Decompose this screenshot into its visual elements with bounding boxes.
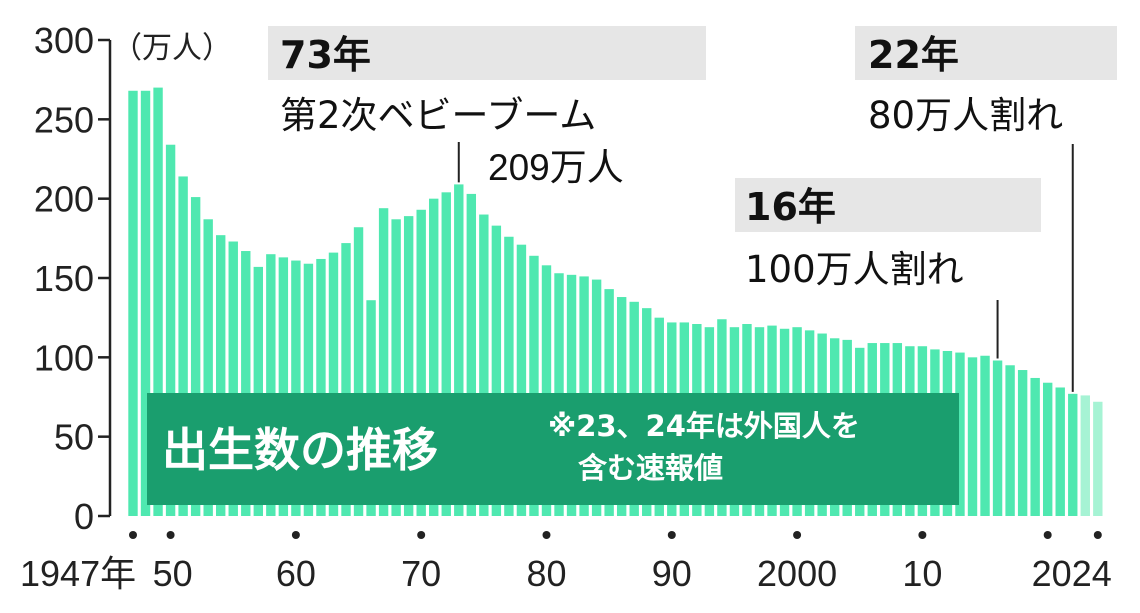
bar-1976 [491,225,502,516]
x-tick-label-1970: 70 [401,553,441,594]
y-tick-label-200: 200 [34,179,94,220]
bar-1949 [153,87,163,516]
bar-2015 [980,355,990,516]
x-tick-dot-2010 [918,531,927,539]
bar-1963 [328,252,339,517]
bar-1969 [403,216,414,516]
bar-1947 [128,90,138,517]
x-tick-label-1980: 80 [526,553,566,594]
x-tick-label-2020: 20 [1032,553,1072,594]
annotation-box-22 [855,26,1117,80]
x-tick-dot-1990 [667,531,676,539]
bar-1953 [203,219,213,517]
x-tick-dot-2024 [1093,531,1102,539]
y-tick-label-50: 50 [54,417,94,458]
y-tick-label-250: 250 [34,99,94,140]
x-tick-dot-2020 [1043,531,1052,539]
annotation-head-16: 16年 [745,185,836,229]
y-tick-label-100: 100 [34,337,94,378]
bar-1977 [504,236,514,516]
bar-1961 [303,263,314,516]
annotation-head-22: 22年 [868,33,959,77]
bar-1956 [241,251,251,516]
bar-1951 [178,176,188,516]
bar-1962 [316,258,326,516]
bar-2022 [1068,393,1078,516]
bar-1957 [253,266,263,516]
bar-2013 [955,352,965,516]
bar-1955 [228,241,238,516]
x-tick-dot-1947 [129,531,137,539]
bar-2017 [1005,365,1015,516]
bar-1954 [216,235,226,516]
y-axis-unit: （万人） [112,31,232,66]
x-tick-dot-1970 [417,531,426,539]
bar-2016 [992,360,1003,516]
bar-1948 [140,90,151,517]
bar-1950 [165,144,176,516]
bar-1978 [516,244,527,516]
bar-1973 [454,184,464,516]
bar-1959 [278,257,289,516]
x-tick-label-1990: 90 [652,553,692,594]
x-tick-dot-2000 [793,531,802,539]
bar-1971 [429,198,439,517]
chart-note-line1: ※23、24年は外国人を [548,409,860,443]
annotation-head-73: 73年 [280,33,371,77]
annotation-box-16 [735,178,1041,232]
bar-2019 [1030,377,1040,516]
y-tick-label-0: 0 [74,496,94,537]
x-tick-label-2010: 10 [902,553,942,594]
x-tick-label-1947: 1947年 [20,553,136,594]
annotation-text-22: 80万人割れ [868,94,1063,137]
bar-1975 [479,214,489,516]
x-tick-dot-1950 [166,531,175,539]
bar-1964 [341,243,351,516]
chart-note-line2: 含む速報値 [578,451,723,485]
bar-1952 [190,197,201,516]
chart-title: 出生数の推移 [162,423,438,477]
x-tick-dot-1980 [542,531,551,539]
y-tick-label-300: 300 [34,20,94,61]
bar-2014 [967,357,978,516]
bar-2024 [1093,401,1103,516]
bar-1967 [378,208,389,516]
bar-1979 [529,255,539,517]
y-axis-ticks: 0 50 100 150 200 250 300 [34,20,110,537]
bar-2020 [1042,382,1053,516]
bar-1972 [441,192,451,516]
bar-1970 [416,209,426,516]
bar-2023 [1080,395,1090,516]
bar-1960 [291,260,301,516]
y-tick-label-150: 150 [34,258,94,299]
x-tick-label-1960: 60 [276,553,316,594]
bar-1968 [391,219,401,517]
bar-1965 [353,227,364,517]
annotation-leaders [457,142,1074,392]
annotation-box-73 [268,26,706,80]
x-axis-ticks: 1947年 50 60 70 80 90 2000 10 20 24 [20,531,1112,594]
x-tick-label-1950: 50 [153,553,193,594]
bar-1980 [541,265,552,516]
x-tick-dot-1960 [291,531,300,539]
bar-1958 [266,254,276,516]
x-tick-label-2024: 24 [1072,553,1112,594]
bar-1974 [466,193,477,516]
bar-2021 [1055,387,1065,516]
annotation-text-73-line1: 第2次ベビーブーム [280,94,596,137]
annotation-text-16: 100万人割れ [745,248,964,291]
title-box [147,393,959,505]
annotation-text-73-line2: 209万人 [488,147,624,188]
bar-2018 [1017,370,1028,516]
x-tick-label-2000: 2000 [757,553,837,594]
